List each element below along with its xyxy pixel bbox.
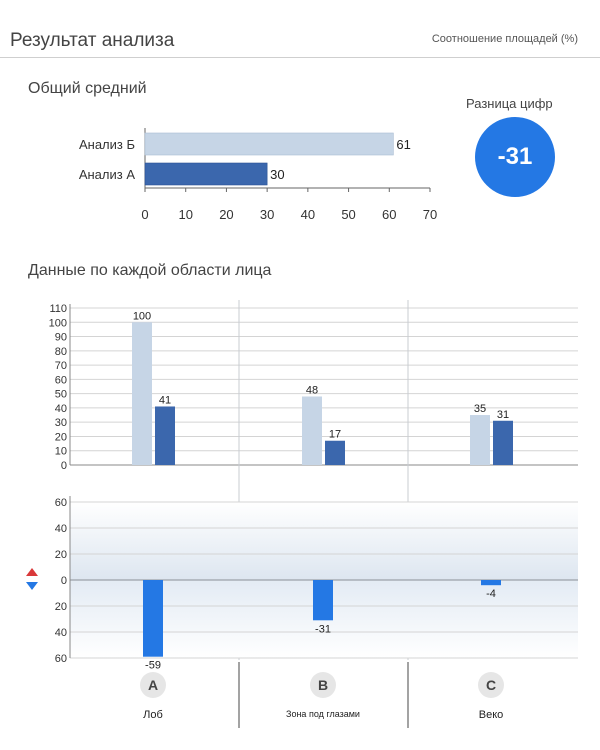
- zones-y-tick-label: 70: [55, 360, 67, 372]
- zone-label: Лоб: [143, 709, 163, 721]
- zone-bar: [302, 396, 322, 465]
- zone-value-label: 48: [306, 384, 318, 396]
- zones-y-tick-label: 60: [55, 374, 67, 386]
- zone-label: Зона под глазами: [286, 709, 360, 719]
- diff-y-tick-label: 40: [55, 627, 67, 639]
- zones-y-tick-label: 30: [55, 417, 67, 429]
- overall-section-title: Общий средний: [28, 80, 147, 97]
- difference-value: -31: [497, 143, 533, 170]
- overall-bar: [144, 132, 394, 156]
- overall-x-tick-label: 20: [219, 207, 233, 222]
- header-divider: [0, 57, 600, 58]
- zone-bar: [132, 322, 152, 465]
- zones-y-tick-label: 20: [55, 431, 67, 443]
- zone-badge: A: [140, 672, 166, 698]
- overall-value-label: 30: [270, 167, 284, 182]
- zone-value-label: 17: [329, 429, 341, 441]
- diff-y-tick-label: 20: [55, 549, 67, 561]
- zone-bar: [325, 440, 345, 465]
- diff-y-tick-label: 60: [55, 497, 67, 509]
- diff-bar: [143, 580, 163, 657]
- overall-category-label: Анализ Б: [79, 137, 135, 152]
- zone-badge: C: [478, 672, 504, 698]
- zone-value-label: 35: [474, 403, 486, 415]
- overall-value-label: 61: [396, 137, 410, 152]
- zones-y-tick-label: 10: [55, 446, 67, 458]
- zone-value-label: 31: [497, 409, 509, 421]
- overall-x-tick-label: 60: [382, 207, 396, 222]
- overall-bar: [144, 162, 268, 186]
- overall-x-tick-label: 40: [301, 207, 315, 222]
- diff-y-tick-label: 0: [61, 575, 67, 587]
- zones-y-tick-label: 40: [55, 403, 67, 415]
- overall-x-tick-label: 10: [178, 207, 192, 222]
- page-title: Результат анализа: [10, 30, 175, 51]
- diff-value-label: -4: [486, 588, 496, 600]
- zone-value-label: 41: [159, 394, 171, 406]
- overall-x-tick-label: 0: [141, 207, 148, 222]
- diff-y-tick-label: 20: [55, 601, 67, 613]
- diff-y-tick-label: 60: [55, 653, 67, 665]
- zone-bar: [470, 415, 490, 465]
- overall-x-tick-label: 70: [423, 207, 437, 222]
- arrow-up-icon: [26, 568, 38, 576]
- page-subtitle: Соотношение площадей (%): [431, 33, 578, 45]
- zones-section-title: Данные по каждой области лица: [28, 262, 272, 279]
- overall-x-tick-label: 50: [341, 207, 355, 222]
- arrow-down-icon: [26, 582, 38, 590]
- diff-band-positive: [70, 502, 578, 580]
- zones-y-tick-label: 80: [55, 346, 67, 358]
- zone-badge: B: [310, 672, 336, 698]
- zones-y-tick-label: 50: [55, 389, 67, 401]
- overall-x-tick-label: 30: [260, 207, 274, 222]
- diff-value-label: -59: [145, 660, 161, 672]
- zones-y-tick-label: 110: [49, 303, 67, 315]
- zone-value-label: 100: [133, 310, 151, 322]
- diff-bar: [313, 580, 333, 621]
- diff-bar: [481, 580, 501, 586]
- zone-label: Веко: [478, 709, 504, 721]
- diff-y-tick-label: 40: [55, 523, 67, 535]
- diff-value-label: -31: [315, 623, 331, 635]
- zone-bar: [155, 406, 175, 465]
- zones-y-tick-label: 0: [61, 460, 67, 472]
- difference-badge: -31: [475, 117, 555, 197]
- zones-y-tick-label: 100: [49, 317, 67, 329]
- difference-label: Разница цифр: [466, 96, 553, 111]
- overall-category-label: Анализ А: [79, 167, 135, 182]
- zones-y-tick-label: 90: [55, 332, 67, 344]
- zone-bar: [493, 420, 513, 465]
